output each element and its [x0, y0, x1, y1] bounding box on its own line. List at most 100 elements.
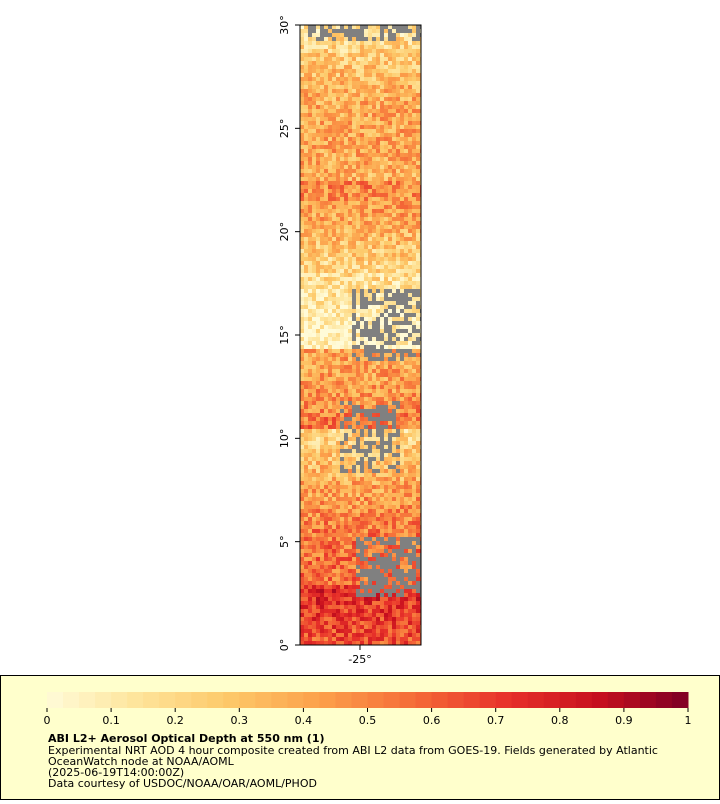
raster-cell [356, 209, 360, 213]
raster-cell [372, 637, 376, 641]
raster-cell [332, 253, 336, 257]
raster-cell [308, 449, 312, 453]
raster-cell [312, 433, 316, 437]
raster-cell [380, 413, 384, 417]
raster-cell [368, 493, 372, 497]
raster-cell [412, 317, 416, 321]
raster-cell [336, 169, 340, 173]
raster-cell [388, 321, 392, 325]
raster-cell [368, 209, 372, 213]
raster-cell [396, 73, 400, 77]
raster-cell [320, 257, 324, 261]
raster-cell [308, 405, 312, 409]
raster-cell [380, 181, 384, 185]
raster-cell [352, 497, 356, 501]
raster-cell [348, 121, 352, 125]
raster-cell [328, 501, 332, 505]
raster-cell [404, 597, 408, 601]
raster-cell [388, 169, 392, 173]
raster-cell [328, 593, 332, 597]
raster-cell [348, 489, 352, 493]
raster-cell [316, 73, 320, 77]
raster-cell [336, 489, 340, 493]
raster-cell [408, 185, 412, 189]
raster-cell [352, 345, 356, 349]
raster-cell [384, 65, 388, 69]
raster-cell [340, 89, 344, 93]
raster-cell [388, 225, 392, 229]
raster-cell [384, 309, 388, 313]
raster-cell [400, 281, 404, 285]
raster-cell [308, 481, 312, 485]
raster-cell [340, 349, 344, 353]
raster-cell [304, 141, 308, 145]
raster-cell [324, 181, 328, 185]
raster-cell [336, 257, 340, 261]
raster-cell [344, 597, 348, 601]
raster-cell [332, 617, 336, 621]
raster-cell [348, 425, 352, 429]
raster-cell [376, 133, 380, 137]
raster-cell [356, 549, 360, 553]
raster-cell [308, 217, 312, 221]
raster-cell [388, 73, 392, 77]
raster-cell [360, 377, 364, 381]
raster-cell [400, 561, 404, 565]
raster-cell [396, 189, 400, 193]
raster-cell [336, 133, 340, 137]
raster-cell [348, 201, 352, 205]
raster-cell [392, 417, 396, 421]
raster-cell [364, 69, 368, 73]
raster-cell [348, 513, 352, 517]
raster-cell [416, 125, 420, 129]
raster-cell [348, 165, 352, 169]
raster-cell [312, 437, 316, 441]
raster-cell [356, 65, 360, 69]
raster-cell [404, 157, 408, 161]
raster-cell [400, 553, 404, 557]
raster-cell [400, 257, 404, 261]
raster-cell [356, 281, 360, 285]
raster-cell [364, 597, 368, 601]
raster-cell [392, 73, 396, 77]
raster-cell [300, 613, 304, 617]
raster-cell [328, 405, 332, 409]
raster-cell [344, 169, 348, 173]
raster-cell [336, 137, 340, 141]
raster-cell [380, 557, 384, 561]
raster-cell [348, 537, 352, 541]
raster-cell [308, 493, 312, 497]
raster-cell [360, 461, 364, 465]
raster-cell [340, 389, 344, 393]
raster-cell [356, 377, 360, 381]
raster-cell [364, 81, 368, 85]
raster-cell [340, 169, 344, 173]
raster-cell [352, 493, 356, 497]
raster-cell [356, 465, 360, 469]
raster-cell [352, 85, 356, 89]
raster-cell [312, 337, 316, 341]
raster-cell [360, 221, 364, 225]
raster-cell [320, 57, 324, 61]
raster-cell [312, 177, 316, 181]
raster-cell [396, 577, 400, 581]
raster-cell [360, 65, 364, 69]
raster-cell [300, 601, 304, 605]
raster-cell [388, 213, 392, 217]
raster-cell [384, 161, 388, 165]
raster-cell [364, 441, 368, 445]
raster-cell [404, 401, 408, 405]
raster-cell [336, 77, 340, 81]
raster-cell [384, 469, 388, 473]
raster-cell [336, 365, 340, 369]
raster-cell [404, 509, 408, 513]
raster-cell [328, 81, 332, 85]
raster-cell [340, 633, 344, 637]
raster-cell [324, 285, 328, 289]
raster-cell [384, 249, 388, 253]
raster-cell [360, 41, 364, 45]
raster-cell [320, 425, 324, 429]
raster-cell [376, 561, 380, 565]
raster-cell [304, 301, 308, 305]
raster-cell [408, 533, 412, 537]
